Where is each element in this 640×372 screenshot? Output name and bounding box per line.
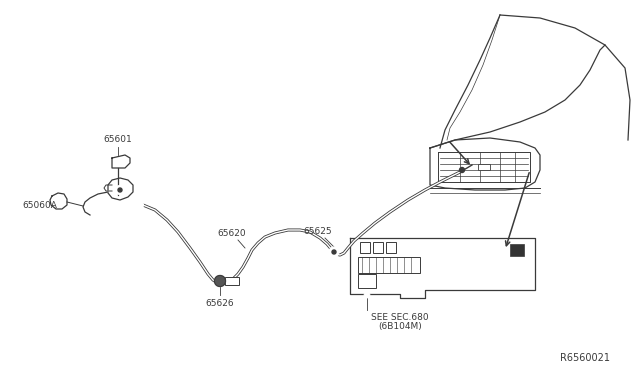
Circle shape (332, 250, 336, 254)
Text: 65060A: 65060A (22, 201, 58, 209)
Text: SEE SEC.680: SEE SEC.680 (371, 314, 429, 323)
Bar (373, 242, 383, 253)
Bar (358, 274, 376, 288)
Circle shape (364, 292, 370, 298)
Circle shape (214, 276, 225, 286)
Bar (360, 242, 370, 253)
Circle shape (136, 202, 143, 208)
Bar (358, 257, 420, 273)
Text: 65620: 65620 (218, 228, 246, 237)
Circle shape (55, 198, 61, 204)
Ellipse shape (574, 90, 605, 129)
Text: 65601: 65601 (104, 135, 132, 144)
Text: R6560021: R6560021 (560, 353, 610, 363)
Bar (386, 242, 396, 253)
Ellipse shape (568, 83, 612, 137)
Text: 65626: 65626 (205, 298, 234, 308)
Circle shape (115, 186, 125, 195)
Bar (510, 244, 524, 256)
Circle shape (329, 247, 339, 257)
Circle shape (460, 167, 465, 173)
Circle shape (118, 188, 122, 192)
Bar (225, 277, 239, 285)
Bar (478, 164, 490, 170)
Text: (6B104M): (6B104M) (378, 323, 422, 331)
Text: 65625: 65625 (304, 228, 332, 237)
